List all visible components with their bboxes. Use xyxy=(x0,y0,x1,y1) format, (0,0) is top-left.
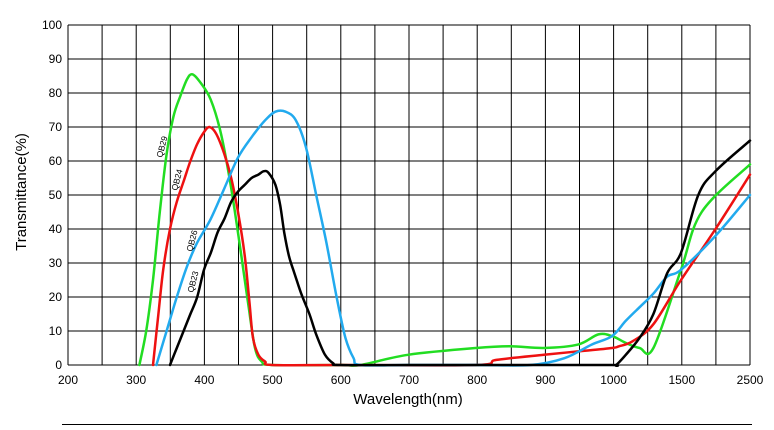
bottom-rule xyxy=(62,424,752,425)
y-tick-labels: 0 10 20 30 40 50 60 70 80 90 100 xyxy=(42,18,62,372)
series-line-qb26 xyxy=(155,109,752,367)
series-line-qb23 xyxy=(168,139,752,367)
y-tick-label: 30 xyxy=(49,256,63,270)
x-tick-label: 1000 xyxy=(600,373,627,387)
x-axis-label: Wavelength(nm) xyxy=(353,391,462,408)
series-lines xyxy=(138,72,752,367)
y-tick-label: 50 xyxy=(49,188,63,202)
x-tick-label: 1500 xyxy=(668,373,695,387)
y-tick-label: 20 xyxy=(49,290,63,304)
x-tick-label: 600 xyxy=(331,373,351,387)
x-tick-labels: 200 300 400 500 600 700 800 900 1000 1500 2500 xyxy=(58,373,764,387)
y-tick-label: 10 xyxy=(49,324,63,338)
y-tick-label: 60 xyxy=(49,154,63,168)
y-tick-label: 70 xyxy=(49,120,63,134)
x-tick-label: 400 xyxy=(194,373,214,387)
x-tick-label: 800 xyxy=(467,373,487,387)
y-tick-label: 40 xyxy=(49,222,63,236)
grid xyxy=(67,24,751,366)
y-tick-label: 0 xyxy=(55,358,62,372)
y-tick-label: 90 xyxy=(49,52,63,66)
series-line-qb29 xyxy=(138,72,752,367)
x-tick-label: 200 xyxy=(58,373,78,387)
y-tick-label: 80 xyxy=(49,86,63,100)
series-line-qb24 xyxy=(151,125,752,367)
x-tick-label: 2500 xyxy=(737,373,764,387)
y-axis-label: Transmittance(%) xyxy=(13,133,30,251)
x-tick-label: 700 xyxy=(399,373,419,387)
y-tick-label: 100 xyxy=(42,18,62,32)
x-tick-label: 900 xyxy=(535,373,555,387)
x-tick-label: 300 xyxy=(126,373,146,387)
x-tick-label: 500 xyxy=(263,373,283,387)
